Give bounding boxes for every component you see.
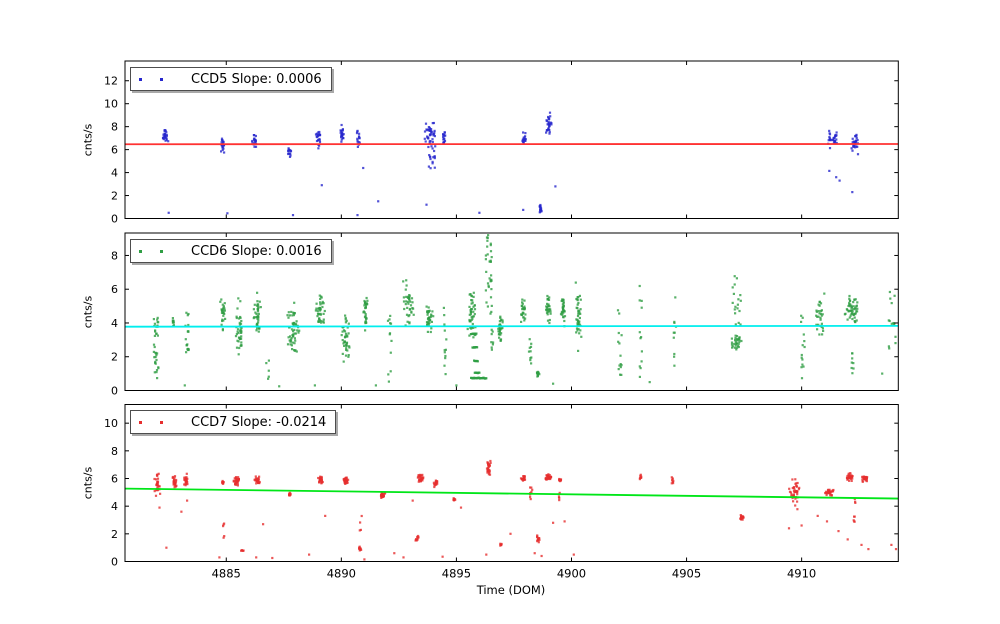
scatter-dot-icon (139, 77, 142, 81)
panel-ccd5-frame (124, 60, 899, 219)
ytick-label: 4 (111, 317, 118, 330)
xtick-label: 4885 (212, 567, 241, 581)
xtick-label: 4905 (672, 567, 701, 581)
ytick-label: 10 (104, 417, 118, 430)
legend-label-ccd6: CCD6 Slope: 0.0016 (191, 243, 322, 259)
scatter-dot-icon (160, 420, 163, 424)
ytick-label: 2 (111, 351, 118, 364)
xtick-label: 4900 (557, 567, 586, 581)
trend-line-ccd7 (124, 487, 899, 500)
xtick-label: 4895 (442, 567, 471, 581)
legend-marker-icon (139, 249, 179, 253)
ytick-label: 8 (111, 249, 118, 262)
panel-ccd7-frame (124, 404, 899, 562)
ytick-label: 4 (111, 167, 118, 180)
ytick-label: 12 (104, 75, 118, 88)
ylabel-ccd7: cnts/s (81, 466, 95, 500)
ylabel-ccd5: cnts/s (81, 123, 95, 157)
ytick-label: 0 (111, 385, 118, 398)
scatter-dot-icon (160, 77, 163, 81)
ytick-label: 2 (111, 190, 118, 203)
ytick-label: 0 (111, 213, 118, 226)
ytick-label: 8 (111, 445, 118, 458)
ytick-label: 2 (111, 528, 118, 541)
xlabel: Time (DOM) (476, 583, 546, 597)
legend-label-ccd5: CCD5 Slope: 0.0006 (191, 71, 322, 87)
ytick-label: 10 (104, 98, 118, 111)
scatter-dot-icon (139, 420, 142, 424)
scatter-dot-icon (139, 249, 142, 253)
xtick-label: 4890 (327, 567, 356, 581)
legend-label-ccd7: CCD7 Slope: -0.0214 (191, 414, 327, 430)
legend-ccd7: CCD7 Slope: -0.0214 (130, 410, 337, 434)
scatter-dot-icon (160, 249, 163, 253)
panel-ccd6-points (152, 234, 897, 388)
xtick-label: 4910 (787, 567, 816, 581)
ytick-label: 4 (111, 500, 118, 513)
panel-ccd5-points (161, 111, 860, 217)
panel-ccd6-frame (124, 232, 899, 391)
ytick-label: 8 (111, 121, 118, 134)
ytick-label: 6 (111, 473, 118, 486)
ylabel-ccd6: cnts/s (81, 295, 95, 329)
ytick-label: 6 (111, 283, 118, 296)
legend-ccd6: CCD6 Slope: 0.0016 (130, 239, 332, 263)
legend-marker-icon (139, 420, 179, 424)
ytick-label: 6 (111, 144, 118, 157)
legend-marker-icon (139, 77, 179, 81)
ytick-label: 0 (111, 556, 118, 569)
legend-ccd5: CCD5 Slope: 0.0006 (130, 67, 332, 91)
trend-line-ccd6 (124, 324, 899, 328)
panel-ccd7-points (153, 459, 898, 561)
